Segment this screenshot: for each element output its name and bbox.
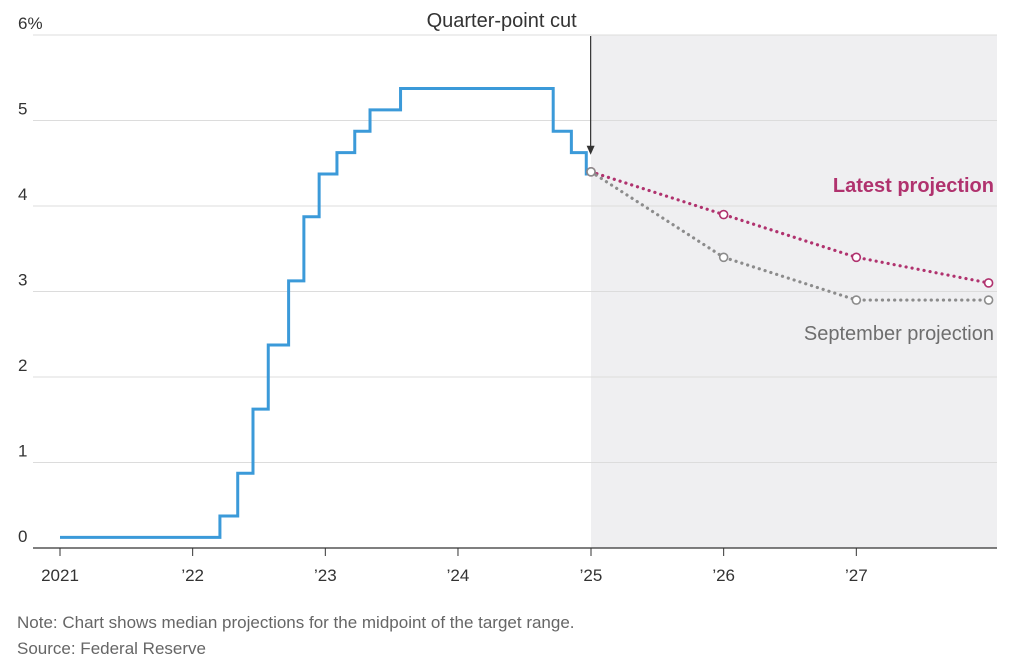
y-tick-label: 3	[18, 271, 27, 290]
y-tick-label: 5	[18, 100, 27, 119]
latest-projection-label: Latest projection	[833, 175, 994, 197]
y-tick-label: 1	[18, 442, 27, 461]
x-tick-label: ’24	[447, 566, 470, 585]
projection-point-september	[851, 295, 862, 305]
fed-funds-rate-line	[60, 86, 591, 539]
y-tick-label: 2	[18, 356, 27, 375]
projection-point-latest	[983, 278, 994, 288]
x-tick-label: 2021	[41, 566, 79, 585]
projection-point-september	[983, 295, 994, 305]
projection-line-latest	[589, 170, 991, 285]
projection-point-september	[586, 167, 596, 177]
x-tick-label: ’27	[845, 566, 868, 585]
y-unit-label: 6%	[18, 14, 43, 33]
chart-notes: Note: Chart shows median projections for…	[17, 610, 575, 662]
x-tick-label: ’25	[580, 566, 603, 585]
x-tick-label: ’22	[181, 566, 204, 585]
september-projection-label: September projection	[804, 323, 994, 345]
x-tick-label: ’23	[314, 566, 337, 585]
source-text: Source: Federal Reserve	[17, 639, 206, 658]
fed-rate-chart: 0 1 2 3 4 5 6% 2021 ’22 ’23 ’24 ’25 ’26 ’27 Latest pro…	[18, 10, 997, 585]
projection-point-latest	[718, 209, 729, 220]
projection-point-september	[718, 252, 729, 263]
annotation-arrow-head	[586, 145, 595, 155]
projection-point-latest	[851, 252, 862, 263]
y-tick-label: 4	[18, 185, 27, 204]
y-tick-label: 0	[18, 527, 27, 546]
annotation-label: Quarter-point cut	[427, 10, 578, 32]
note-text: Note: Chart shows median projections for…	[17, 613, 575, 632]
x-tick-label: ’26	[712, 566, 735, 585]
projection-line-september	[589, 170, 991, 302]
